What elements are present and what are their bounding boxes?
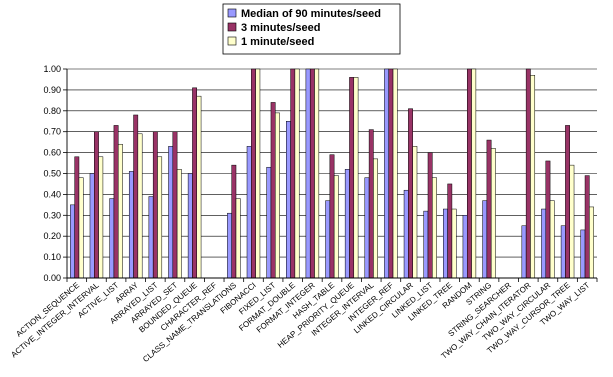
- bar: [364, 177, 370, 279]
- bar: [275, 112, 280, 279]
- bar: [408, 108, 413, 279]
- bar: [128, 171, 134, 279]
- bar: [305, 68, 311, 279]
- bar: [270, 102, 276, 279]
- bar: [466, 68, 472, 279]
- bar: [349, 77, 355, 279]
- y-tick-label: 0.00: [43, 273, 61, 283]
- bar: [325, 200, 331, 279]
- bar: [486, 139, 492, 279]
- bar: [314, 68, 320, 279]
- legend-label: 3 minutes/seed: [241, 22, 320, 34]
- y-tick-label: 0.90: [43, 85, 61, 95]
- bar: [549, 200, 555, 279]
- bar: [74, 156, 80, 279]
- bar: [109, 198, 115, 279]
- bar: [471, 68, 477, 279]
- bar: [78, 177, 84, 279]
- bar: [192, 87, 198, 279]
- legend: Median of 90 minutes/seed 3 minutes/seed 1…: [222, 3, 401, 55]
- bar: [423, 210, 429, 279]
- bar: [565, 125, 570, 279]
- bar: [545, 160, 551, 279]
- bar: [148, 196, 154, 279]
- bar: [255, 68, 261, 279]
- bar: [530, 75, 536, 279]
- bar: [427, 152, 433, 279]
- bar: [137, 133, 143, 279]
- bar: [309, 68, 315, 279]
- bar: [384, 68, 389, 279]
- bar: [70, 204, 75, 279]
- legend-label: 1 minute/seed: [241, 36, 314, 48]
- bar: [251, 68, 256, 279]
- y-tick-label: 0.10: [43, 252, 61, 262]
- bar: [157, 156, 163, 279]
- bar: [490, 148, 496, 279]
- bar: [525, 68, 531, 279]
- bar: [290, 68, 296, 279]
- y-tick-label: 0.40: [43, 189, 61, 199]
- bar: [447, 183, 453, 279]
- bar: [521, 225, 527, 279]
- bar: [196, 95, 202, 279]
- bar: [403, 189, 409, 279]
- bar: [368, 129, 374, 279]
- bar: [133, 114, 139, 279]
- bar: [266, 166, 272, 279]
- bar: [353, 77, 359, 279]
- bar: [344, 169, 350, 279]
- bar: [172, 131, 178, 279]
- bar: [560, 225, 566, 279]
- y-tick-label: 0.60: [43, 148, 61, 158]
- bar: [392, 68, 398, 279]
- legend-box: [222, 3, 401, 55]
- bar: [432, 177, 437, 279]
- bar: [113, 125, 119, 279]
- legend-swatch: [227, 22, 237, 32]
- bar: [462, 215, 468, 279]
- bar: [246, 146, 252, 279]
- bar: [176, 169, 182, 279]
- legend-swatch: [227, 8, 237, 18]
- bar: [443, 208, 448, 279]
- y-tick-label: 0.80: [43, 106, 61, 116]
- bar: [584, 175, 590, 279]
- bar: [98, 156, 104, 279]
- y-tick-label: 1.00: [43, 64, 61, 74]
- bar: [412, 146, 418, 279]
- legend-label: Median of 90 minutes/seed: [241, 8, 381, 20]
- y-tick-label: 0.70: [43, 127, 61, 137]
- y-tick-label: 0.30: [43, 210, 61, 220]
- bar: [580, 229, 586, 279]
- bar: [235, 198, 241, 279]
- bar: [117, 143, 123, 279]
- y-tick-label: 0.50: [43, 169, 61, 179]
- bar: [589, 206, 594, 279]
- bar: [451, 208, 457, 279]
- bar: [373, 158, 378, 279]
- bar: [333, 175, 339, 279]
- bar: [569, 164, 575, 279]
- y-tick-label: 0.20: [43, 231, 61, 241]
- bar: [89, 173, 95, 279]
- bar: [388, 68, 394, 279]
- bar: [286, 121, 291, 279]
- bar: [541, 208, 547, 279]
- x-tick-labels: ACTION_SEQUENCEACTIVE_INTEGER_INTERVALAC…: [9, 280, 591, 364]
- axes: [63, 68, 598, 282]
- bar: [152, 131, 158, 279]
- legend-swatch: [227, 36, 237, 46]
- bar: [329, 154, 335, 279]
- x-tick-label: ACTIVE_INTEGER_INTERVAL: [9, 280, 101, 359]
- bar: [294, 68, 300, 279]
- bar: [482, 200, 488, 279]
- bar: [227, 212, 232, 279]
- bar: [187, 173, 193, 279]
- bar: [231, 164, 237, 279]
- bar: [94, 131, 99, 279]
- y-tick-labels: 0.00 0.10 0.20 0.30 0.40 0.50 0.60 0.70 0.80 0.90…: [43, 64, 61, 283]
- bar: [168, 146, 174, 279]
